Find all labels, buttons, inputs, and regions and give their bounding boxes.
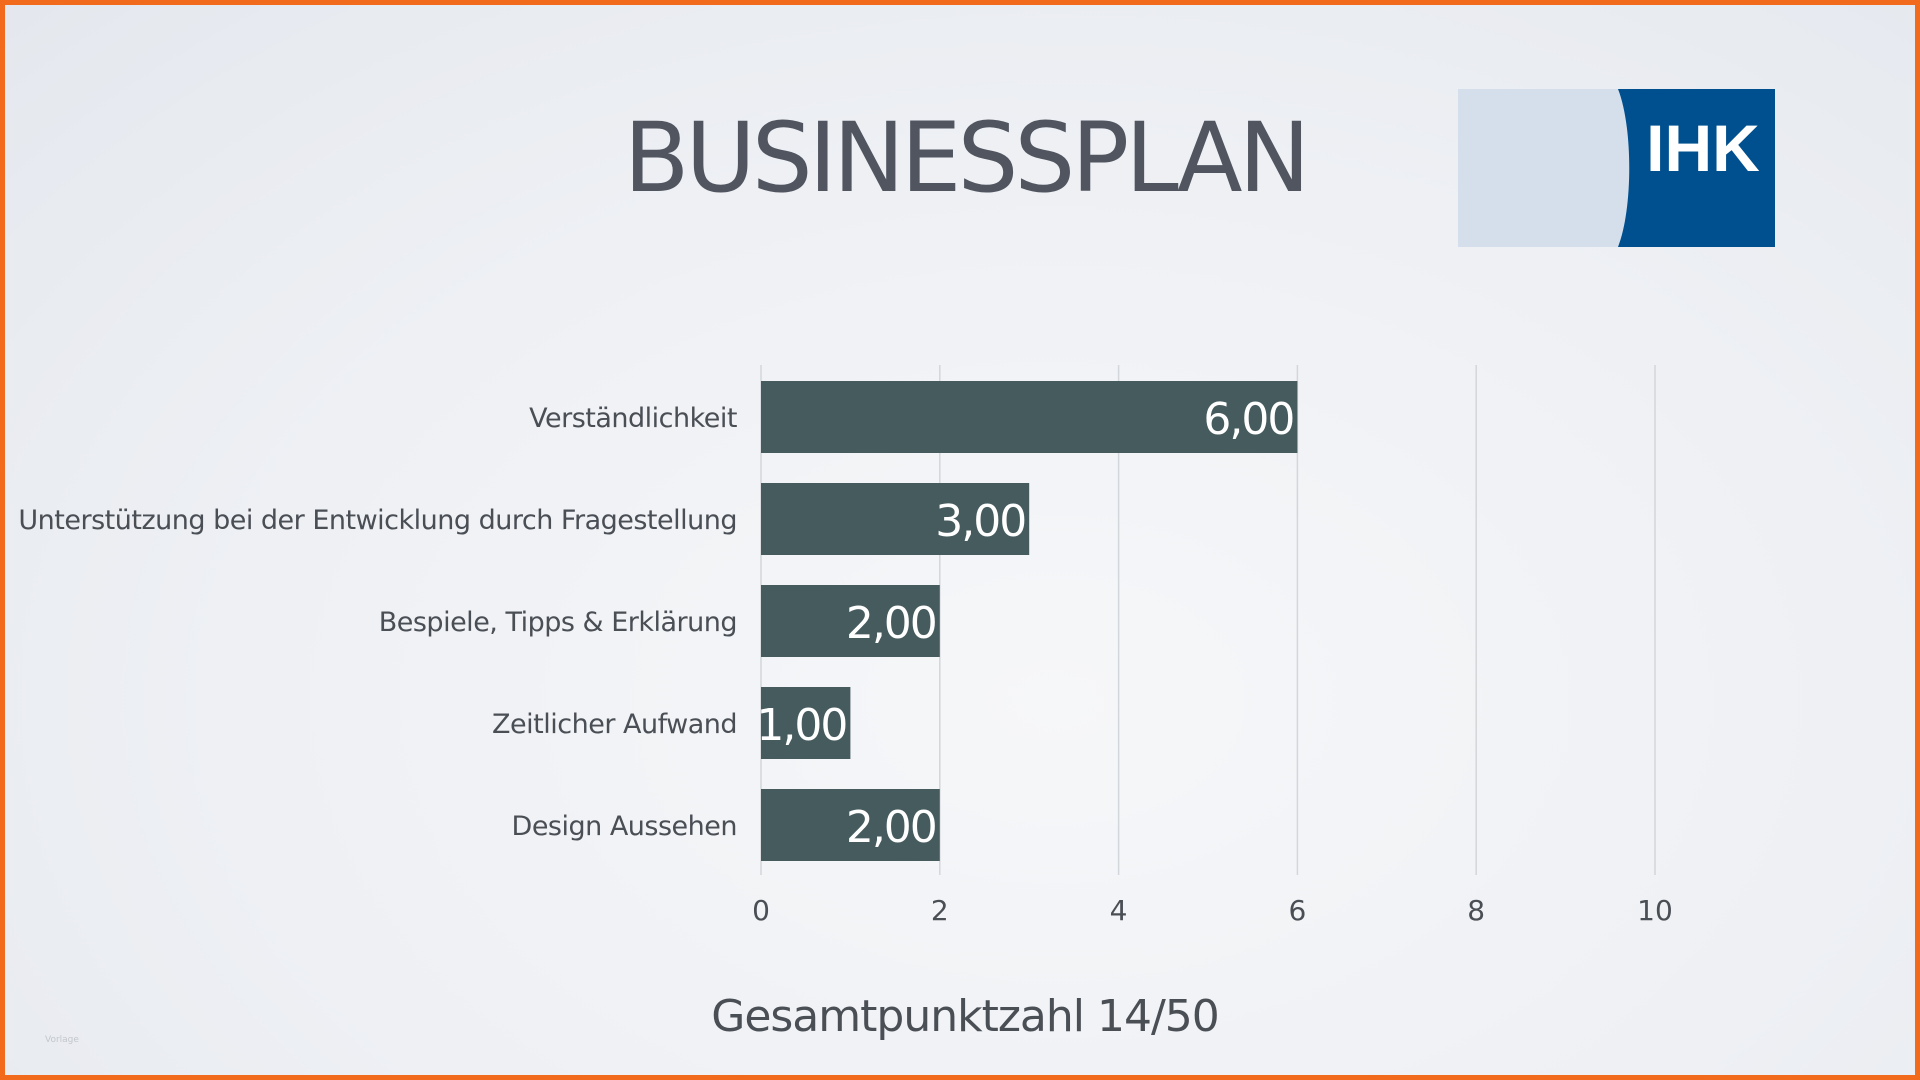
bar-chart: Verständlichkeit 6,00 Unterstützung bei de…: [5, 345, 1915, 965]
ihk-logo: IHK: [1458, 89, 1775, 247]
bar: [761, 483, 1030, 555]
ihk-logo-dark-panel: [1618, 89, 1775, 247]
category-label: Zeitlicher Aufwand: [492, 709, 737, 740]
x-tick-label: 10: [1637, 894, 1673, 927]
bar: [761, 381, 1298, 453]
bar: [761, 789, 940, 861]
x-tick-label: 4: [1110, 894, 1128, 927]
x-tick-label: 8: [1467, 894, 1485, 927]
x-tick-label: 6: [1288, 894, 1306, 927]
category-label: Unterstützung bei der Entwicklung durch …: [18, 505, 737, 536]
corner-note: Vorlage: [45, 1035, 79, 1045]
category-label: Bespiele, Tipps & Erklärung: [379, 607, 737, 638]
total-score: Gesamtpunktzahl 14/50: [711, 991, 1220, 1042]
bar-value-label: 6,00: [1203, 394, 1293, 445]
bar-value-label: 3,00: [935, 496, 1025, 547]
bar: [761, 687, 851, 759]
bar-value-label: 1,00: [756, 700, 846, 751]
category-label: Verständlichkeit: [529, 403, 737, 434]
x-tick-label: 2: [931, 894, 949, 927]
bar-chart-svg: Verständlichkeit 6,00 Unterstützung bei de…: [18, 365, 1673, 927]
category-label: Design Aussehen: [512, 811, 737, 842]
x-tick-label: 0: [752, 894, 770, 927]
bar-value-label: 2,00: [846, 598, 936, 649]
ihk-logo-text: IHK: [1646, 111, 1760, 185]
bar-value-label: 2,00: [846, 802, 936, 853]
ihk-logo-graphic: IHK: [1458, 89, 1775, 247]
bar: [761, 585, 940, 657]
slide-title: BUSINESSPLAN: [623, 102, 1311, 214]
